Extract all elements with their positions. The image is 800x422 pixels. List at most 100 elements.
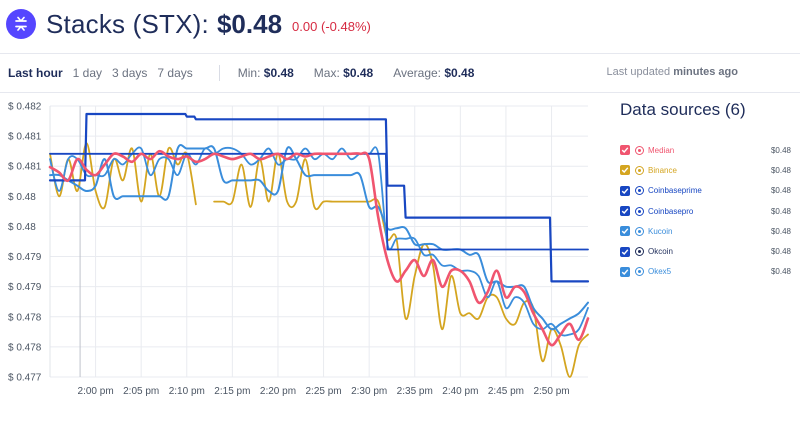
binance-icon [635,165,644,175]
source-name: Median [648,145,675,155]
coinbasepro-icon [635,206,644,216]
source-row-okex5[interactable]: Okex5 $0.48 [620,262,795,282]
source-name: Okex5 [648,267,672,277]
source-checkbox-coinbaseprime[interactable] [620,185,630,196]
range-toolbar: Last hour 1 day 3 days 7 days Min: $0.48… [8,64,494,82]
header-divider [0,53,800,54]
check-icon [621,208,629,215]
check-icon [621,147,629,154]
chart-series [48,112,590,378]
source-row-binance[interactable]: Binance $0.48 [620,160,795,180]
source-price: $0.48 [770,206,791,216]
y-tick-label: $ 0.481 [8,132,42,143]
x-tick-label: 2:45 pm [488,386,524,397]
check-icon [621,248,629,255]
stat-max: Max: $0.48 [313,66,374,80]
page-header: Stacks (STX): $0.48 0.00 (-0.48%) [6,4,371,44]
source-price: $0.48 [770,165,791,175]
source-price: $0.48 [770,226,791,236]
y-tick-label: $ 0.477 [8,373,42,384]
median-icon [635,145,644,155]
kucoin-icon [635,226,644,236]
source-row-coinbasepro[interactable]: Coinbasepro $0.48 [620,201,795,221]
series-line-binance [49,142,197,210]
y-tick-label: $ 0.48 [8,192,36,203]
range-7-days[interactable]: 7 days [157,66,193,80]
source-price: $0.48 [770,145,791,155]
series-line-coinbasepro [49,152,589,251]
x-tick-label: 2:10 pm [169,386,205,397]
data-sources-title: Data sources (6) [620,100,746,119]
x-tick-label: 2:50 pm [533,386,569,397]
source-name: Kucoin [648,226,673,236]
source-name: Okcoin [648,247,673,257]
source-price: $0.48 [770,247,791,257]
source-row-okcoin[interactable]: Okcoin $0.48 [620,241,795,261]
stat-average-value: $0.48 [444,66,475,80]
source-row-coinbaseprime[interactable]: Coinbaseprime $0.48 [620,181,795,201]
source-checkbox-coinbasepro[interactable] [620,206,630,217]
current-price: $0.48 [216,8,283,39]
check-icon [621,188,629,194]
last-updated: Last updated minutes ago [606,66,738,78]
source-row-kucoin[interactable]: Kucoin $0.48 [620,221,795,241]
toolbar-separator [218,65,220,81]
x-tick-label: 2:40 pm [442,386,478,397]
y-tick-label: $ 0.479 [8,252,42,263]
data-sources-panel: Data sources (6) Median $0.48 Binance $0.48… [620,100,795,282]
stat-average: Average: $0.48 [393,66,475,80]
y-tick-label: $ 0.478 [8,342,42,353]
data-sources-list: Median $0.48 Binance $0.48 Coinbaseprime $0.4… [620,140,795,282]
source-name: Binance [648,165,677,175]
stacks-logo-icon [6,9,36,39]
x-tick-label: 2:30 pm [351,386,387,397]
x-tick-label: 2:25 pm [305,386,341,397]
okex5-icon [635,267,644,277]
source-name: Coinbasepro [648,206,694,216]
check-icon [621,269,629,275]
range-1-day[interactable]: 1 day [72,66,103,80]
last-updated-value: minutes ago [673,66,738,78]
price-change-pct: -0.48% [325,18,367,34]
series-line-kucoin [49,143,589,331]
stat-min: Min: $0.48 [237,66,294,80]
source-checkbox-binance[interactable] [620,165,630,176]
y-tick-label: $ 0.478 [8,312,42,323]
page-title: Stacks (STX): [46,8,209,39]
price-change: 0.00 (-0.48%) [292,18,371,34]
source-name: Coinbaseprime [648,186,702,196]
source-row-median[interactable]: Median $0.48 [620,140,795,160]
source-price: $0.48 [770,186,791,196]
y-tick-label: $ 0.482 [8,102,42,113]
check-icon [621,167,629,174]
y-axis: $ 0.482 $ 0.481 $ 0.481 $ 0.48 $ 0.48 $ 0.479… [8,102,42,384]
price-change-abs: 0.00 [292,18,318,34]
x-tick-label: 2:05 pm [123,386,159,397]
series-line-okex5 [49,146,589,337]
chart-grid [49,105,588,378]
series-line-coinbaseprime [48,112,590,283]
x-tick-label: 2:00 pm [78,386,114,397]
source-checkbox-okex5[interactable] [620,266,630,277]
stat-min-value: $0.48 [263,66,294,80]
y-tick-label: $ 0.479 [8,282,42,293]
y-tick-label: $ 0.481 [8,162,42,173]
x-tick-label: 2:35 pm [397,386,433,397]
x-axis: 2:00 pm 2:05 pm 2:10 pm 2:15 pm 2:20 pm 2:25 … [78,386,570,397]
source-checkbox-median[interactable] [620,145,630,156]
source-checkbox-kucoin[interactable] [620,226,630,237]
x-tick-label: 2:15 pm [214,386,250,397]
toolbar-divider [0,92,800,93]
range-last-hour[interactable]: Last hour [8,66,63,80]
source-price: $0.48 [770,267,791,277]
series-line-median [48,149,590,347]
series-line-binance [213,152,589,378]
y-tick-label: $ 0.48 [8,222,36,233]
price-chart[interactable]: $ 0.482 $ 0.481 $ 0.481 $ 0.48 $ 0.48 $ 0.479… [0,95,610,405]
okcoin-icon [635,247,644,257]
check-icon [621,228,629,235]
range-3-days[interactable]: 3 days [112,66,148,80]
x-tick-label: 2:20 pm [260,386,296,397]
source-checkbox-okcoin[interactable] [620,246,630,257]
stat-max-value: $0.48 [343,66,374,80]
